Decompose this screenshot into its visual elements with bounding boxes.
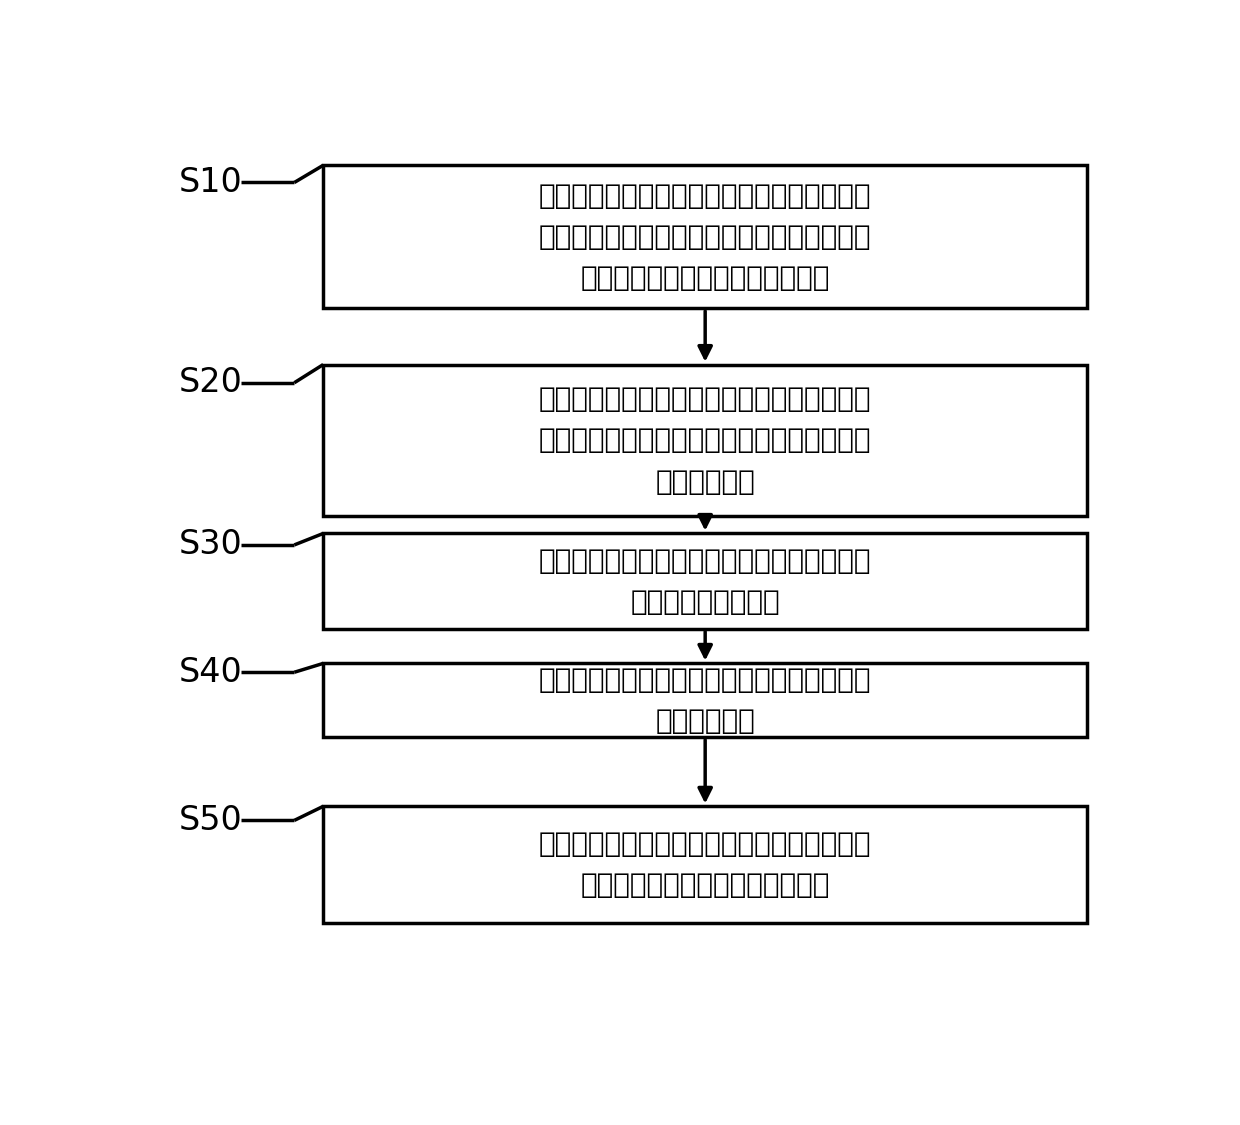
Text: 将各组学对应的所述修正矩阵进行加权融合，
得到融合矩阵: 将各组学对应的所述修正矩阵进行加权融合， 得到融合矩阵 — [539, 666, 872, 735]
Bar — [324, 364, 1087, 516]
Text: S20: S20 — [179, 367, 243, 399]
Text: S40: S40 — [179, 656, 243, 688]
Bar — [324, 165, 1087, 308]
Text: 用线性回归法对每个所述组学相似度矩阵进行
预测，得到每个所述组学相似度矩阵对应的预
测相似度矩阵: 用线性回归法对每个所述组学相似度矩阵进行 预测，得到每个所述组学相似度矩阵对应的… — [539, 385, 872, 495]
Bar — [324, 664, 1087, 737]
Text: S50: S50 — [179, 804, 243, 837]
Text: S10: S10 — [179, 166, 243, 199]
Text: 获取目标癌症患者群中的每个患者的目标多组
学数据；并且，计算得到所述目标多组学数据
中每个组学对应的组学相似度矩阵: 获取目标癌症患者群中的每个患者的目标多组 学数据；并且，计算得到所述目标多组学数… — [539, 181, 872, 292]
Text: S30: S30 — [179, 529, 243, 561]
Text: 对每个患者对应的所述融合矩阵进行谱聚类，
确定每个患者对应的癌症亚型类别: 对每个患者对应的所述融合矩阵进行谱聚类， 确定每个患者对应的癌症亚型类别 — [539, 830, 872, 899]
Text: 利用所述组学相似度矩阵修正所述预测相似度
矩阵，得到修正矩阵: 利用所述组学相似度矩阵修正所述预测相似度 矩阵，得到修正矩阵 — [539, 547, 872, 615]
Bar — [324, 533, 1087, 629]
Bar — [324, 807, 1087, 924]
